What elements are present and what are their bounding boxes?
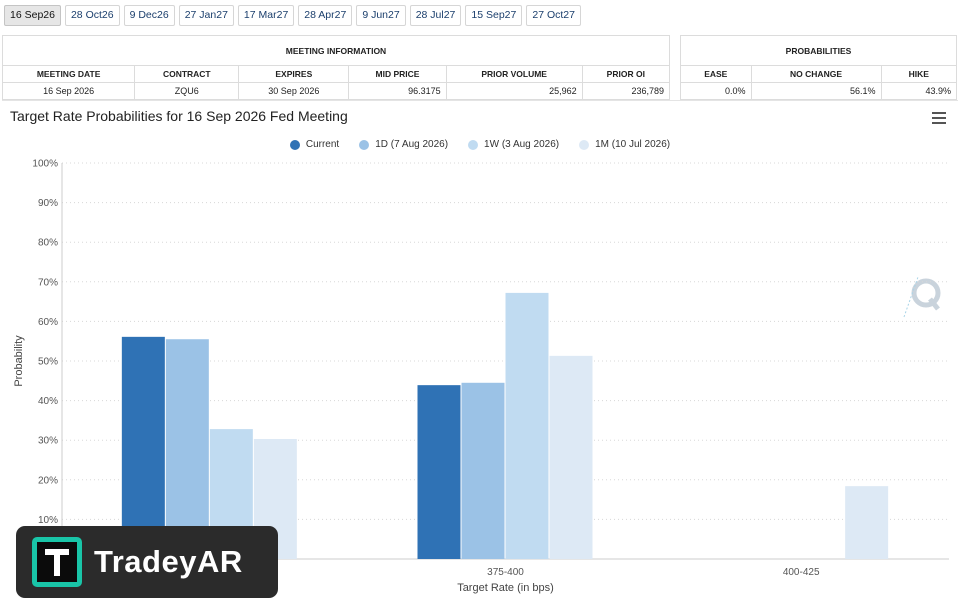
legend-marker-icon xyxy=(359,139,370,150)
header-ease: EASE xyxy=(680,65,752,83)
legend-marker-icon xyxy=(468,139,479,150)
tab-28-jul27[interactable]: 28 Jul27 xyxy=(409,5,462,26)
header-hike: HIKE xyxy=(880,65,958,83)
header-prior-volume: PRIOR VOLUME xyxy=(445,65,583,83)
chart-title: Target Rate Probabilities for 16 Sep 202… xyxy=(10,108,348,124)
table-row: 16 Sep 2026 ZQU6 30 Sep 2026 96.3175 25,… xyxy=(1,82,671,100)
y-tick-label: 80% xyxy=(38,238,58,249)
cell-ease: 0.0% xyxy=(680,82,752,100)
brand-logo-icon xyxy=(32,537,82,587)
tab-15-sep27[interactable]: 15 Sep27 xyxy=(465,5,523,26)
y-tick-label: 60% xyxy=(38,317,58,328)
bar-1-0 xyxy=(417,385,461,559)
legend-label: Current xyxy=(305,139,340,150)
y-tick-label: 100% xyxy=(32,159,58,170)
legend-item-3[interactable]: 1M (10 Jul 2026) xyxy=(579,139,670,150)
cell-meeting-date: 16 Sep 2026 xyxy=(1,82,136,100)
tab-28-oct26[interactable]: 28 Oct26 xyxy=(64,5,120,26)
y-tick-label: 20% xyxy=(38,475,58,486)
tab-9-jun27[interactable]: 9 Jun27 xyxy=(356,5,406,26)
cell-contract: ZQU6 xyxy=(134,82,240,100)
tab-16-sep26[interactable]: 16 Sep26 xyxy=(4,5,61,26)
cell-expires: 30 Sep 2026 xyxy=(238,82,350,100)
bar-1-1 xyxy=(461,382,505,559)
y-tick-label: 10% xyxy=(38,515,58,526)
y-tick-label: 90% xyxy=(38,198,58,209)
tab-27-jan27[interactable]: 27 Jan27 xyxy=(178,5,234,26)
bar-1-2 xyxy=(505,292,549,559)
header-prior-oi: PRIOR OI xyxy=(581,65,671,83)
tab-28-apr27[interactable]: 28 Apr27 xyxy=(298,5,353,26)
legend-marker-icon xyxy=(579,139,590,150)
meeting-information-caption: MEETING INFORMATION xyxy=(2,35,670,66)
y-tick-label: 50% xyxy=(38,357,58,368)
legend-label: 1M (10 Jul 2026) xyxy=(595,139,671,150)
y-tick-label: 30% xyxy=(38,436,58,447)
header-expires: EXPIRES xyxy=(238,65,350,83)
x-tick-label: 400-425 xyxy=(783,567,820,578)
legend-label: 1W (3 Aug 2026) xyxy=(484,139,560,150)
header-contract: CONTRACT xyxy=(134,65,240,83)
cell-mid-price: 96.3175 xyxy=(348,82,447,100)
chart-menu-icon[interactable] xyxy=(932,112,946,124)
cell-no-change: 56.1% xyxy=(750,82,882,100)
bar-0-0 xyxy=(121,336,165,559)
chart-legend: Current 1D (7 Aug 2026) 1W (3 Aug 2026) 1M … xyxy=(2,139,958,150)
brand-watermark: TradeyAR xyxy=(16,526,278,598)
legend-marker-icon xyxy=(289,139,300,150)
probabilities-table: PROBABILITIES EASE NO CHANGE HIKE 0.0% 5… xyxy=(680,35,958,100)
y-axis-title: Probability xyxy=(13,335,25,387)
meeting-information-table: MEETING INFORMATION MEETING DATE CONTRAC… xyxy=(1,35,671,100)
bar-0-1 xyxy=(165,339,209,559)
q-watermark-icon xyxy=(903,276,941,318)
bar-1-3 xyxy=(549,355,593,559)
meeting-tabs: 16 Sep26 28 Oct26 9 Dec26 27 Jan27 17 Mar27 2… xyxy=(4,5,581,26)
legend-item-1[interactable]: 1D (7 Aug 2026) xyxy=(359,139,448,150)
cell-prior-oi: 236,789 xyxy=(581,82,671,100)
legend-item-2[interactable]: 1W (3 Aug 2026) xyxy=(468,139,559,150)
tab-9-dec26[interactable]: 9 Dec26 xyxy=(123,5,175,26)
legend-label: 1D (7 Aug 2026) xyxy=(375,139,449,150)
y-tick-label: 70% xyxy=(38,277,58,288)
probabilities-caption: PROBABILITIES xyxy=(680,35,957,66)
bar-2-3 xyxy=(845,486,889,559)
header-mid-price: MID PRICE xyxy=(348,65,447,83)
tab-17-mar27[interactable]: 17 Mar27 xyxy=(237,5,295,26)
x-axis-title: Target Rate (in bps) xyxy=(457,582,554,594)
x-tick-label: 375-400 xyxy=(487,567,524,578)
legend-item-0[interactable]: Current xyxy=(289,139,340,150)
table-row: 0.0% 56.1% 43.9% xyxy=(680,82,958,100)
y-tick-label: 40% xyxy=(38,396,58,407)
tab-27-oct27[interactable]: 27 Oct27 xyxy=(526,5,581,26)
brand-name: TradeyAR xyxy=(94,544,243,579)
header-no-change: NO CHANGE xyxy=(750,65,882,83)
cell-hike: 43.9% xyxy=(880,82,958,100)
header-meeting-date: MEETING DATE xyxy=(1,65,136,83)
cell-prior-volume: 25,962 xyxy=(445,82,583,100)
